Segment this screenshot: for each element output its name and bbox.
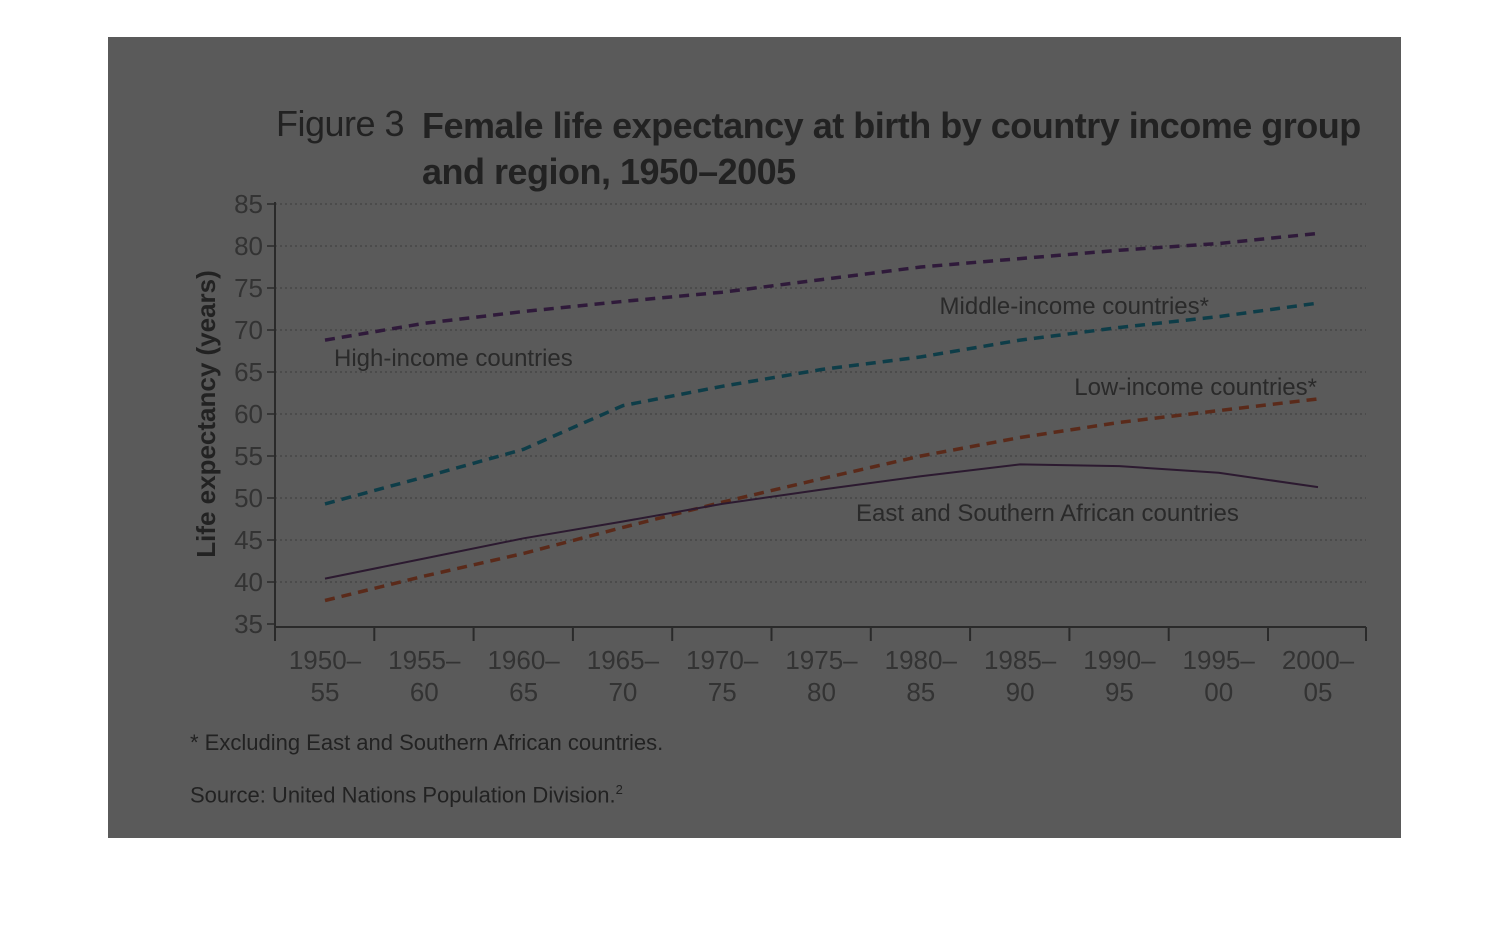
y-tick-label: 70 <box>234 315 263 345</box>
x-tick-label: 1950– <box>289 645 362 675</box>
y-tick-label: 45 <box>234 525 263 555</box>
x-tick-label: 1960– <box>487 645 560 675</box>
x-tick-label: 75 <box>708 677 737 707</box>
x-tick-label: 85 <box>906 677 935 707</box>
x-tick-label: 70 <box>608 677 637 707</box>
series-label-esa: East and Southern African countries <box>856 500 1239 527</box>
figure-number: Figure 3 <box>276 103 405 144</box>
source-note: Source: United Nations Population Divisi… <box>190 782 623 808</box>
x-tick-label: 65 <box>509 677 538 707</box>
y-tick-label: 50 <box>234 483 263 513</box>
y-axis-title: Life expectancy (years) <box>191 270 221 558</box>
x-tick-label: 05 <box>1304 677 1333 707</box>
line-chart: 35 40 45 50 55 60 65 70 75 80 85 Life expectancy (y… <box>191 189 1367 707</box>
x-tick-label: 95 <box>1105 677 1134 707</box>
source-reference: 2 <box>615 782 623 797</box>
x-tick-label: 1980– <box>885 645 958 675</box>
x-tick-label: 1965– <box>587 645 660 675</box>
y-tick-label: 65 <box>234 357 263 387</box>
series-label-low: Low-income countries* <box>1074 374 1317 401</box>
figure-title: Female life expectancy at birth by count… <box>422 105 1361 192</box>
x-tick-label: 90 <box>1006 677 1035 707</box>
y-tick-label: 35 <box>234 609 263 639</box>
x-tick-label: 55 <box>311 677 340 707</box>
series-label-middle: Middle-income countries* <box>940 293 1209 320</box>
series-line-high <box>324 231 1319 342</box>
series-line-middle <box>324 301 1319 506</box>
x-tick-label: 1955– <box>388 645 461 675</box>
y-tick-label: 40 <box>234 567 263 597</box>
x-tick-label: 1970– <box>686 645 759 675</box>
x-tick-label: 60 <box>410 677 439 707</box>
x-tick-label: 80 <box>807 677 836 707</box>
x-tick-label: 2000– <box>1282 645 1355 675</box>
x-tick-label: 1990– <box>1083 645 1156 675</box>
x-tick-label: 00 <box>1204 677 1233 707</box>
x-tick-label: 1995– <box>1183 645 1256 675</box>
footnote: * Excluding East and Southern African co… <box>190 730 664 755</box>
y-tick-label: 80 <box>234 231 263 261</box>
y-tick-label: 85 <box>234 189 263 219</box>
y-tick-label: 60 <box>234 399 263 429</box>
y-tick-label: 75 <box>234 273 263 303</box>
series-label-high: High-income countries <box>334 345 573 372</box>
figure-panel: 35 40 45 50 55 60 65 70 75 80 85 Life expectancy (y… <box>108 37 1401 838</box>
x-tick-label: 1975– <box>785 645 858 675</box>
y-tick-label: 55 <box>234 441 263 471</box>
x-tick-label: 1985– <box>984 645 1057 675</box>
source-text: Source: United Nations Population Divisi… <box>190 782 616 808</box>
